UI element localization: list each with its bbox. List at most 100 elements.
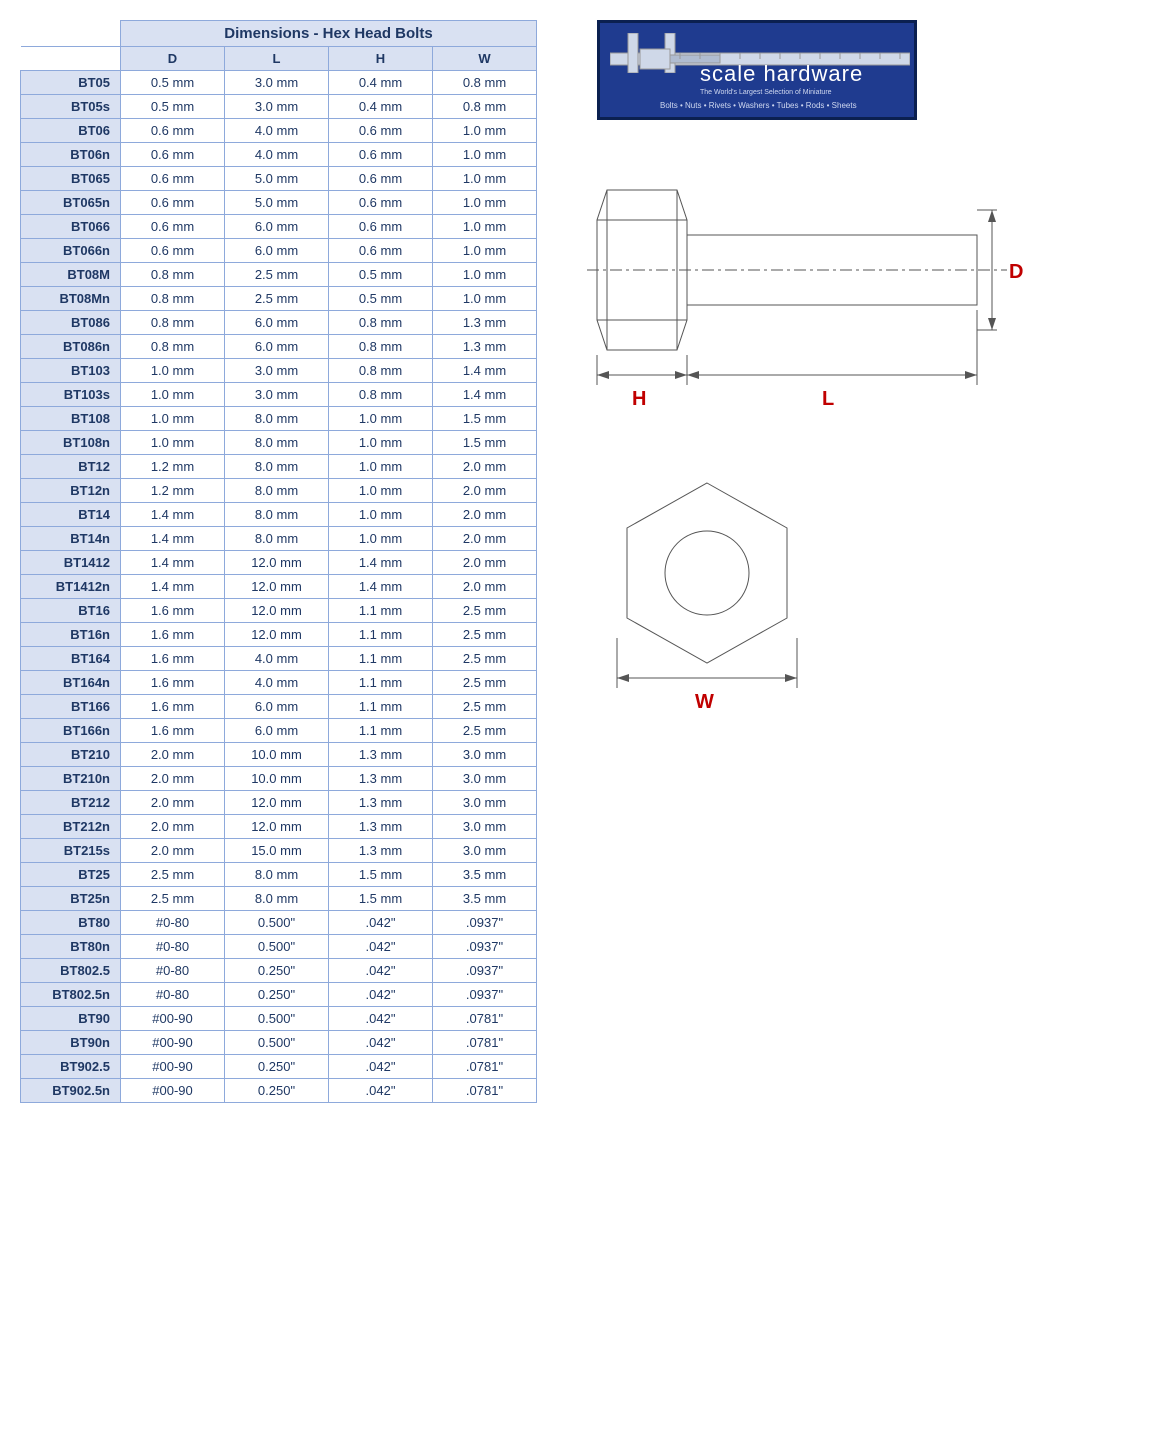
cell-L: 12.0 mm: [225, 551, 329, 575]
cell-W: 3.5 mm: [433, 887, 537, 911]
cell-H: .042": [329, 1079, 433, 1103]
cell-L: 4.0 mm: [225, 119, 329, 143]
cell-H: 0.8 mm: [329, 311, 433, 335]
table-row: BT2102.0 mm10.0 mm1.3 mm3.0 mm: [21, 743, 537, 767]
row-id: BT802.5n: [21, 983, 121, 1007]
cell-L: 0.500": [225, 1031, 329, 1055]
cell-H: 1.3 mm: [329, 815, 433, 839]
table-row: BT12n1.2 mm8.0 mm1.0 mm2.0 mm: [21, 479, 537, 503]
table-row: BT90#00-900.500".042".0781": [21, 1007, 537, 1031]
cell-D: 0.6 mm: [121, 167, 225, 191]
cell-W: 2.5 mm: [433, 647, 537, 671]
cell-D: #00-90: [121, 1079, 225, 1103]
row-id: BT25n: [21, 887, 121, 911]
cell-L: 0.250": [225, 983, 329, 1007]
row-id: BT212: [21, 791, 121, 815]
cell-D: 1.0 mm: [121, 407, 225, 431]
cell-W: 1.3 mm: [433, 335, 537, 359]
table-row: BT80#0-800.500".042".0937": [21, 911, 537, 935]
cell-D: 2.0 mm: [121, 743, 225, 767]
cell-D: 0.6 mm: [121, 119, 225, 143]
cell-L: 6.0 mm: [225, 695, 329, 719]
cell-W: 1.4 mm: [433, 359, 537, 383]
table-row: BT065n0.6 mm5.0 mm0.6 mm1.0 mm: [21, 191, 537, 215]
cell-W: 2.0 mm: [433, 575, 537, 599]
table-row: BT210n2.0 mm10.0 mm1.3 mm3.0 mm: [21, 767, 537, 791]
cell-H: 1.0 mm: [329, 479, 433, 503]
row-id: BT212n: [21, 815, 121, 839]
cell-W: 3.0 mm: [433, 839, 537, 863]
cell-L: 0.500": [225, 911, 329, 935]
cell-H: 1.1 mm: [329, 599, 433, 623]
table-row: BT16n1.6 mm12.0 mm1.1 mm2.5 mm: [21, 623, 537, 647]
cell-D: #00-90: [121, 1031, 225, 1055]
cell-D: 0.5 mm: [121, 95, 225, 119]
cell-D: #0-80: [121, 959, 225, 983]
cell-H: 1.0 mm: [329, 503, 433, 527]
cell-H: 1.4 mm: [329, 575, 433, 599]
cell-H: 0.4 mm: [329, 71, 433, 95]
cell-D: 1.6 mm: [121, 623, 225, 647]
table-row: BT166n1.6 mm6.0 mm1.1 mm2.5 mm: [21, 719, 537, 743]
cell-L: 6.0 mm: [225, 239, 329, 263]
cell-H: .042": [329, 1055, 433, 1079]
cell-L: 8.0 mm: [225, 527, 329, 551]
cell-L: 12.0 mm: [225, 623, 329, 647]
table-row: BT802.5#0-800.250".042".0937": [21, 959, 537, 983]
table-row: BT0860.8 mm6.0 mm0.8 mm1.3 mm: [21, 311, 537, 335]
cell-L: 0.250": [225, 959, 329, 983]
row-id: BT80: [21, 911, 121, 935]
cell-W: .0937": [433, 959, 537, 983]
cell-W: 3.0 mm: [433, 791, 537, 815]
cell-D: #0-80: [121, 983, 225, 1007]
table-row: BT25n2.5 mm8.0 mm1.5 mm3.5 mm: [21, 887, 537, 911]
table-row: BT14n1.4 mm8.0 mm1.0 mm2.0 mm: [21, 527, 537, 551]
table-row: BT060.6 mm4.0 mm0.6 mm1.0 mm: [21, 119, 537, 143]
dimensions-table: Dimensions - Hex Head Bolts D L H W BT05…: [20, 20, 537, 1103]
row-id: BT103s: [21, 383, 121, 407]
bolt-side-diagram: D H L: [597, 170, 1037, 423]
cell-W: .0781": [433, 1007, 537, 1031]
bolt-top-diagram: W: [597, 473, 1037, 736]
cell-D: 2.0 mm: [121, 839, 225, 863]
cell-D: 0.5 mm: [121, 71, 225, 95]
cell-W: 1.5 mm: [433, 407, 537, 431]
table-row: BT121.2 mm8.0 mm1.0 mm2.0 mm: [21, 455, 537, 479]
cell-L: 10.0 mm: [225, 743, 329, 767]
cell-H: .042": [329, 983, 433, 1007]
cell-L: 2.5 mm: [225, 263, 329, 287]
table-row: BT066n0.6 mm6.0 mm0.6 mm1.0 mm: [21, 239, 537, 263]
table-row: BT212n2.0 mm12.0 mm1.3 mm3.0 mm: [21, 815, 537, 839]
table-row: BT14121.4 mm12.0 mm1.4 mm2.0 mm: [21, 551, 537, 575]
table-row: BT1081.0 mm8.0 mm1.0 mm1.5 mm: [21, 407, 537, 431]
cell-W: .0937": [433, 983, 537, 1007]
cell-H: 1.1 mm: [329, 671, 433, 695]
row-id: BT06n: [21, 143, 121, 167]
row-id: BT05: [21, 71, 121, 95]
cell-H: 0.8 mm: [329, 359, 433, 383]
cell-W: 0.8 mm: [433, 95, 537, 119]
brand-tagline-2: Bolts • Nuts • Rivets • Washers • Tubes …: [660, 101, 857, 110]
cell-L: 6.0 mm: [225, 215, 329, 239]
row-id: BT12n: [21, 479, 121, 503]
cell-H: 1.4 mm: [329, 551, 433, 575]
table-row: BT90n#00-900.500".042".0781": [21, 1031, 537, 1055]
cell-W: .0937": [433, 935, 537, 959]
cell-D: 1.6 mm: [121, 647, 225, 671]
table-row: BT086n0.8 mm6.0 mm0.8 mm1.3 mm: [21, 335, 537, 359]
table-row: BT103s1.0 mm3.0 mm0.8 mm1.4 mm: [21, 383, 537, 407]
cell-D: 1.2 mm: [121, 455, 225, 479]
row-id: BT066n: [21, 239, 121, 263]
cell-H: 1.0 mm: [329, 527, 433, 551]
cell-H: 0.4 mm: [329, 95, 433, 119]
cell-L: 12.0 mm: [225, 575, 329, 599]
cell-D: 1.0 mm: [121, 359, 225, 383]
cell-H: 1.0 mm: [329, 455, 433, 479]
cell-L: 3.0 mm: [225, 95, 329, 119]
cell-L: 6.0 mm: [225, 311, 329, 335]
cell-W: 0.8 mm: [433, 71, 537, 95]
cell-L: 12.0 mm: [225, 815, 329, 839]
row-id: BT210n: [21, 767, 121, 791]
cell-W: 1.0 mm: [433, 239, 537, 263]
row-id: BT05s: [21, 95, 121, 119]
